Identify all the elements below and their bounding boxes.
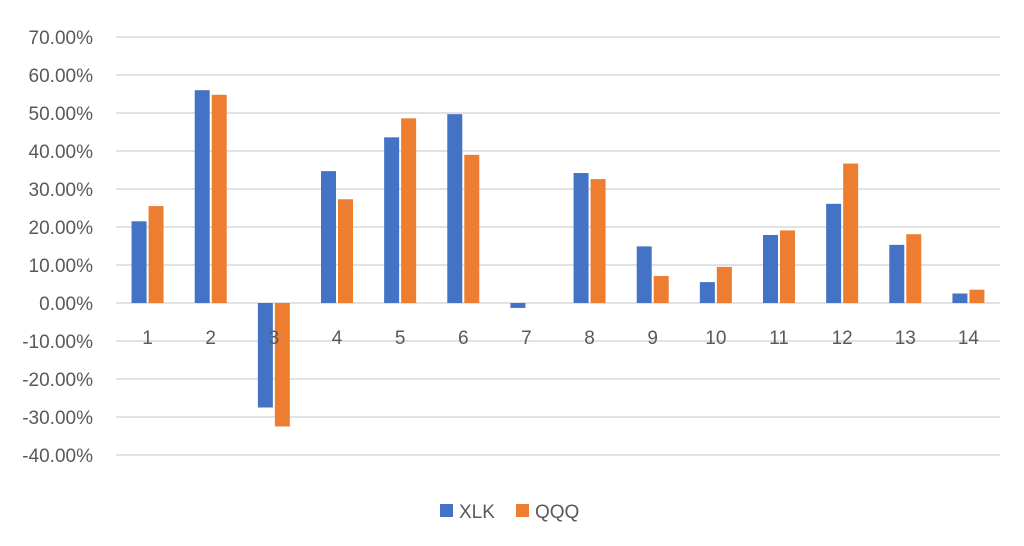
bar-qqq-10 <box>716 266 732 303</box>
y-tick-label: -30.00% <box>22 408 93 429</box>
y-tick-label: 30.00% <box>29 180 94 201</box>
x-category-label: 1 <box>142 328 153 349</box>
bar-xlk-5 <box>384 137 400 303</box>
x-category-label: 2 <box>205 328 216 349</box>
x-category-label: 6 <box>458 328 469 349</box>
gridlines <box>116 36 1000 456</box>
y-tick-label: 10.00% <box>29 256 94 277</box>
x-category-label: 7 <box>521 328 532 349</box>
bar-qqq-13 <box>906 234 922 303</box>
legend-swatch-xlk <box>440 504 453 517</box>
bar-qqq-4 <box>338 199 353 303</box>
bars <box>131 90 985 427</box>
bar-xlk-11 <box>763 234 778 303</box>
x-category-label: 11 <box>769 328 789 349</box>
y-tick-label: 50.00% <box>29 104 94 125</box>
x-category-label: 4 <box>332 328 343 349</box>
bar-qqq-12 <box>843 163 859 303</box>
bar-xlk-12 <box>826 203 842 303</box>
x-category-label: 8 <box>584 328 595 349</box>
bar-qqq-14 <box>969 289 985 303</box>
y-tick-label: 40.00% <box>29 142 94 163</box>
bar-xlk-2 <box>194 90 210 303</box>
bar-xlk-10 <box>699 282 715 303</box>
y-tick-label: -20.00% <box>22 370 93 391</box>
bar-xlk-7 <box>510 303 526 308</box>
y-tick-label: 60.00% <box>29 66 94 87</box>
y-tick-label: -40.00% <box>22 446 93 467</box>
bar-xlk-8 <box>573 173 589 303</box>
bar-xlk-9 <box>636 246 652 303</box>
bar-xlk-13 <box>889 244 905 303</box>
bar-xlk-14 <box>952 293 968 303</box>
bar-qqq-5 <box>401 118 417 303</box>
x-category-label: 12 <box>832 328 853 349</box>
x-axis-category-labels: 1 2 3 4 5 6 7 8 9 10 11 12 13 14 <box>142 328 979 349</box>
bar-qqq-6 <box>464 154 480 303</box>
y-axis-tick-labels: 70.00% 60.00% 50.00% 40.00% 30.00% 20.00% 10.0… <box>22 28 93 467</box>
legend: XLK QQQ <box>440 502 579 523</box>
x-category-label: 3 <box>269 328 280 349</box>
legend-label-qqq: QQQ <box>535 502 579 523</box>
bar-qqq-3 <box>274 303 290 427</box>
y-tick-label: 20.00% <box>29 218 94 239</box>
y-tick-label: -10.00% <box>22 332 93 353</box>
y-tick-label: 0.00% <box>39 294 93 315</box>
legend-label-xlk: XLK <box>459 502 495 523</box>
x-category-label: 5 <box>395 328 406 349</box>
x-category-label: 9 <box>647 328 658 349</box>
bar-xlk-6 <box>447 114 463 303</box>
bar-qqq-8 <box>590 179 606 303</box>
bar-qqq-2 <box>211 94 227 303</box>
x-category-label: 10 <box>705 328 726 349</box>
x-category-label: 13 <box>895 328 916 349</box>
bar-xlk-4 <box>321 171 336 303</box>
legend-swatch-qqq <box>516 504 529 517</box>
bar-qqq-11 <box>780 230 795 303</box>
bar-qqq-9 <box>653 276 669 303</box>
y-tick-label: 70.00% <box>29 28 94 49</box>
bar-xlk-1 <box>131 221 147 303</box>
x-category-label: 14 <box>958 328 980 349</box>
bar-qqq-1 <box>148 206 164 303</box>
bar-xlk-3 <box>257 303 273 408</box>
